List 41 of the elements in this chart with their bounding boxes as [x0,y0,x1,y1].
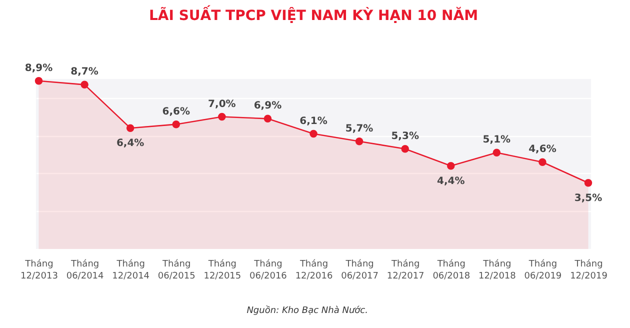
point [538,158,546,166]
data-label: 8,7% [70,66,98,78]
data-label: 8,9% [24,62,53,74]
x-tick-label: Tháng 06/2017 [341,258,378,282]
point [355,137,364,146]
x-tick-label: Tháng 12/2014 [112,258,150,282]
data-label: 5,1% [482,134,511,146]
x-tick-label: Tháng 06/2016 [250,258,288,282]
data-label: 6,6% [162,106,190,118]
x-tick-label: Tháng 12/2017 [386,258,424,282]
x-tick-label: Tháng 06/2015 [158,258,196,282]
x-tick-label: Tháng 12/2019 [570,258,608,282]
data-label: 6,9% [254,100,282,112]
point [584,179,592,187]
point [172,120,180,128]
text: Nguồn: Kho Bạc Nhà Nước. [246,306,368,316]
data-label: 6,1% [300,116,328,127]
point [401,145,409,153]
point [492,148,501,157]
data-label: 3,5% [574,192,602,204]
point [80,80,88,89]
point [126,124,134,132]
data-label: 5,7% [345,123,374,134]
point [218,112,226,121]
x-tick-label: Tháng 06/2018 [432,258,470,282]
data-label: 5,3% [391,130,419,142]
data-label: 4,6% [528,144,556,156]
x-tick-label: Tháng 12/2018 [478,258,516,282]
x-tick-label: Tháng 06/2019 [524,258,562,282]
x-tick-label: Tháng 12/2016 [295,258,333,282]
data-label: 4,4% [437,176,465,187]
point [310,130,318,138]
x-tick-label: Tháng 12/2013 [20,258,58,282]
x-tick-label: Tháng 12/2015 [204,258,242,282]
data-label: 7,0% [208,98,236,110]
x-tick-label: Tháng 06/2014 [66,258,104,282]
data-label: 6,4% [116,138,144,150]
point [264,114,272,123]
point [447,162,455,170]
chart-title: LÃI SUẤT TPCP VIỆT NAM KỲ HẠN 10 NĂM [149,4,478,24]
point [34,77,43,85]
